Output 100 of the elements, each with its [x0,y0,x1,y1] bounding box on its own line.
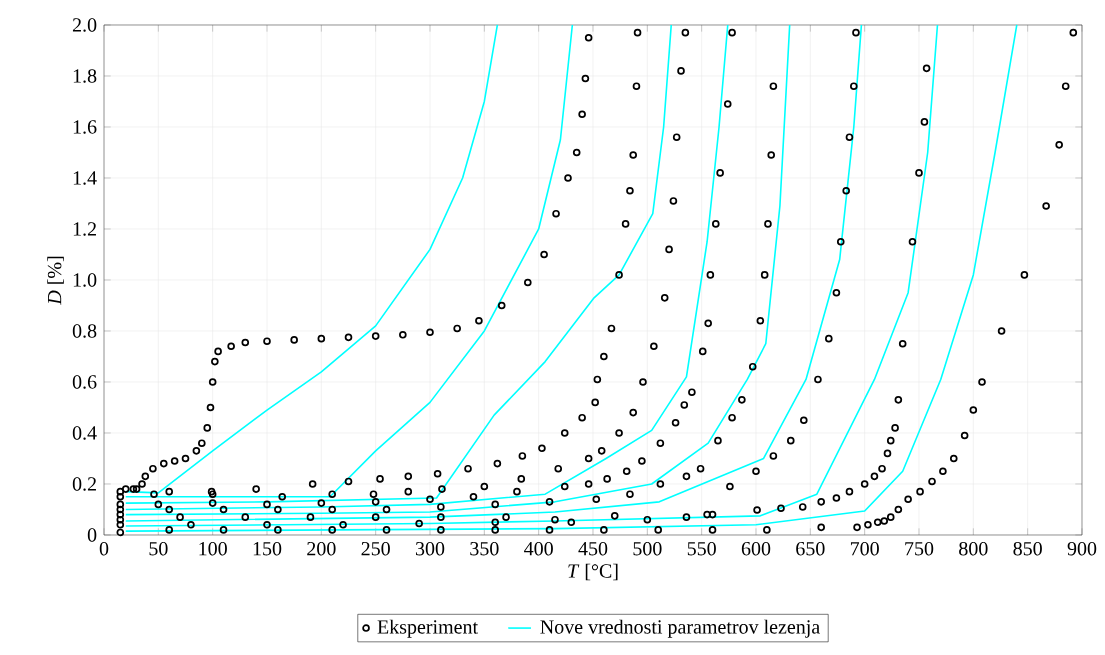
point [545,498,554,506]
x-tick-label: 350 [470,541,499,556]
point [671,418,680,427]
point [669,197,678,205]
point [404,472,413,481]
y-tick-label: 0.8 [72,324,97,338]
point [767,151,776,159]
x-tick-label: 150 [253,541,282,556]
point [650,342,658,351]
point [121,485,130,493]
point [176,513,184,521]
point [464,464,472,473]
x-tick-label: 650 [796,541,825,556]
point [165,526,174,534]
point [116,505,125,514]
point [138,480,146,488]
point [491,500,500,509]
point [682,472,691,481]
point [698,347,707,356]
point [706,271,715,279]
point [711,220,720,228]
point [760,271,769,279]
point [317,334,326,343]
point [832,288,841,297]
point [656,439,665,447]
y-tick-label: 1.8 [73,69,97,83]
point [382,526,391,534]
point [886,436,895,445]
point [969,406,978,414]
point [518,452,527,460]
point [513,487,521,496]
point [704,319,712,328]
point [677,67,685,75]
point [415,519,423,528]
point [187,520,195,529]
point [290,336,298,344]
x-tick-label: 250 [361,541,390,556]
x-axis-title: T [°C] [568,563,618,581]
point [894,505,903,514]
point [696,464,705,473]
point [497,301,506,310]
x-tick-label: 800 [959,541,988,556]
point [836,237,845,246]
point [540,250,548,259]
point [480,482,489,491]
point [621,220,630,228]
point [437,513,445,521]
point [842,186,850,195]
point [208,490,217,498]
point [748,362,757,371]
point [371,498,380,506]
point [581,74,590,83]
y-tick-label: 0.2 [72,477,96,491]
y-axis-title: D [%] [47,256,64,305]
point [198,439,206,447]
point [560,482,569,491]
point [219,526,228,534]
point [960,431,969,440]
point [728,28,736,37]
x-tick-label: 750 [905,541,934,556]
y-tick-label: 1.2 [73,222,96,236]
point [600,352,608,361]
point [328,505,337,514]
y-tick-label: 2.0 [72,18,97,32]
point [438,485,446,493]
point [502,513,510,521]
point [1055,141,1063,149]
point [786,436,795,445]
point [207,487,216,496]
point [552,209,560,218]
point [845,133,854,141]
point [597,447,606,455]
point [817,523,825,532]
point [317,499,326,507]
point [978,378,986,386]
point [615,429,623,437]
point [274,505,282,514]
point [607,324,616,333]
point [638,457,646,465]
point [206,403,215,412]
point [1061,82,1070,90]
point [880,517,889,525]
point [132,485,141,493]
point [949,454,958,463]
point [603,475,611,483]
point [165,505,174,514]
y-tick-label: 0.4 [72,426,97,440]
point [622,467,631,476]
point [928,477,936,486]
point [469,492,478,501]
point [629,408,638,417]
point [769,452,778,460]
point [165,487,174,496]
point [159,459,168,468]
point [1020,271,1029,279]
point [433,469,442,478]
point [116,515,125,524]
point [371,332,380,340]
point [763,526,771,534]
point [578,413,586,422]
